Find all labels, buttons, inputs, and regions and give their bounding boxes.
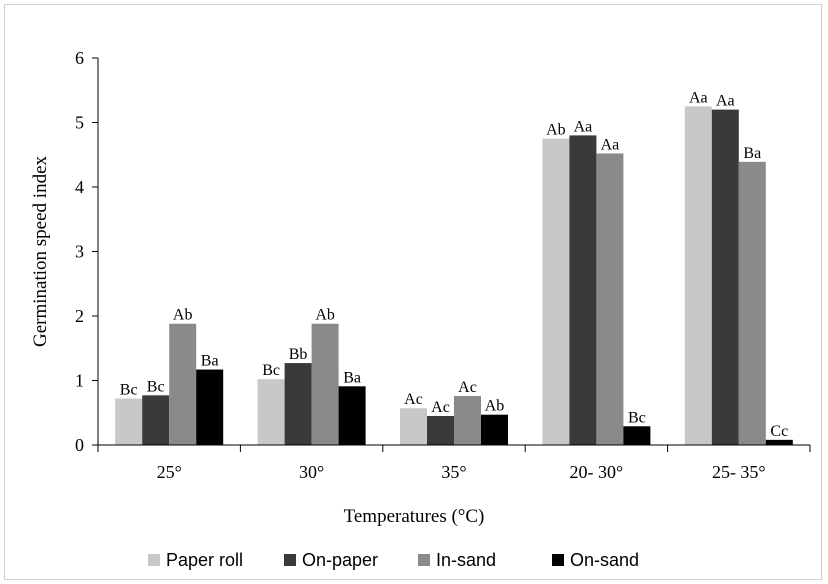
data-label: Ba xyxy=(201,353,219,370)
x-axis-title: Temperatures (°C) xyxy=(344,506,485,527)
y-tick-label: 2 xyxy=(75,306,84,326)
x-tick-label: 35° xyxy=(441,462,466,482)
bar xyxy=(623,426,651,445)
legend-label: On-sand xyxy=(570,550,639,570)
legend: Paper roll On-paper In-sand On-sand xyxy=(148,550,639,570)
bar xyxy=(400,408,427,445)
x-tick-label: 30° xyxy=(299,462,324,482)
y-tick-label: 6 xyxy=(75,48,84,68)
data-label: Ab xyxy=(485,398,505,415)
data-label: Aa xyxy=(574,118,593,135)
data-label: Ab xyxy=(173,307,193,324)
legend-swatch xyxy=(552,554,564,566)
bar xyxy=(738,161,766,445)
bar xyxy=(481,414,508,445)
data-label: Ac xyxy=(404,391,423,408)
data-label: Aa xyxy=(716,93,735,110)
bar xyxy=(427,415,454,445)
data-label: Ab xyxy=(315,307,335,324)
bar xyxy=(765,439,793,445)
data-label: Ac xyxy=(431,399,450,416)
bar xyxy=(169,323,197,445)
data-label: Bc xyxy=(147,378,165,395)
data-label: Ba xyxy=(743,145,761,162)
bar xyxy=(542,138,570,445)
data-label: Bc xyxy=(262,362,280,379)
x-tick-label: 25- 35° xyxy=(712,462,766,482)
data-label: Ab xyxy=(546,122,566,139)
bar xyxy=(684,106,712,445)
legend-swatch xyxy=(418,554,430,566)
legend-swatch xyxy=(148,554,160,566)
data-label: Bc xyxy=(628,409,646,426)
y-tick-label: 1 xyxy=(75,371,84,391)
bars-layer xyxy=(115,106,793,445)
y-tick-label: 0 xyxy=(75,435,84,455)
data-label: Bb xyxy=(289,346,308,363)
x-tick-label: 20- 30° xyxy=(570,462,624,482)
bar xyxy=(569,135,597,445)
data-labels-layer: Bc Bc Ac Ab Aa Bc Bb Ac Aa Aa Ab Ab Ac Aa Ba Ba Ba Ab Bc Cc xyxy=(120,89,788,439)
data-label: Ba xyxy=(343,369,361,386)
legend-label: Paper roll xyxy=(166,550,243,570)
data-label: Bc xyxy=(120,382,138,399)
data-label: Cc xyxy=(770,423,788,440)
legend-swatch xyxy=(284,554,296,566)
bar xyxy=(596,153,624,445)
legend-label: On-paper xyxy=(302,550,378,570)
bar xyxy=(338,386,366,445)
legend-label: In-sand xyxy=(436,550,496,570)
x-tick-label: 25° xyxy=(157,462,182,482)
y-tick-label: 3 xyxy=(75,242,84,262)
bar xyxy=(284,363,312,445)
y-tick-label: 4 xyxy=(75,177,84,197)
bar xyxy=(196,369,224,445)
bar xyxy=(115,398,143,445)
y-tick-label: 5 xyxy=(75,113,84,133)
bar xyxy=(257,379,285,445)
bar xyxy=(142,395,170,445)
bar xyxy=(711,109,739,445)
y-axis-title: Germination speed index xyxy=(30,156,51,348)
data-label: Aa xyxy=(689,89,708,106)
bar xyxy=(454,395,481,445)
bar xyxy=(311,323,339,445)
axes-layer: 0 1 2 3 4 5 6 25° 30° 35° 20- 30° 25- 35° xyxy=(75,48,811,482)
data-label: Aa xyxy=(601,136,620,153)
data-label: Ac xyxy=(458,379,477,396)
